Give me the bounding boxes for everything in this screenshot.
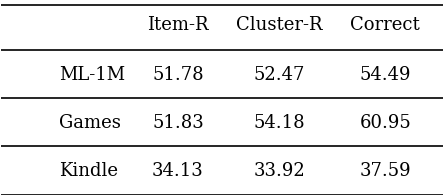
Text: 51.83: 51.83 bbox=[152, 114, 204, 132]
Text: 52.47: 52.47 bbox=[254, 66, 305, 84]
Text: Games: Games bbox=[59, 114, 121, 132]
Text: Correct: Correct bbox=[350, 15, 420, 34]
Text: Kindle: Kindle bbox=[59, 162, 118, 181]
Text: ML-1M: ML-1M bbox=[59, 66, 125, 84]
Text: Cluster-R: Cluster-R bbox=[236, 15, 323, 34]
Text: 60.95: 60.95 bbox=[359, 114, 411, 132]
Text: 33.92: 33.92 bbox=[254, 162, 305, 181]
Text: 54.49: 54.49 bbox=[360, 66, 411, 84]
Text: 51.78: 51.78 bbox=[152, 66, 204, 84]
Text: 54.18: 54.18 bbox=[254, 114, 305, 132]
Text: Item-R: Item-R bbox=[147, 15, 209, 34]
Text: 37.59: 37.59 bbox=[360, 162, 411, 181]
Text: 34.13: 34.13 bbox=[152, 162, 204, 181]
